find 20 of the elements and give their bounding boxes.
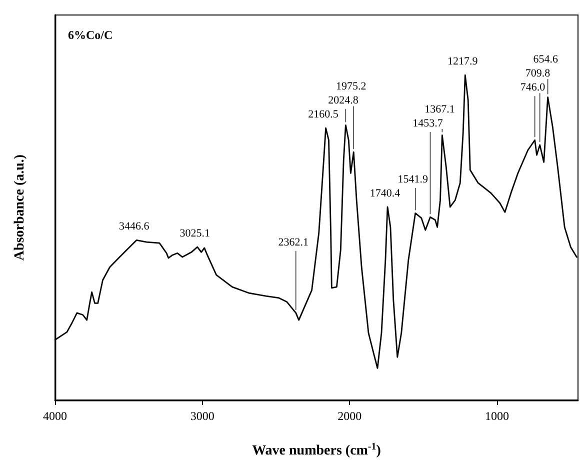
annotation: 709.8	[525, 68, 551, 80]
annotation: 1367.1	[424, 104, 455, 116]
annotation: 2160.5	[308, 108, 339, 121]
annotation: 2362.1	[278, 236, 309, 248]
annotation: 1541.9	[398, 174, 429, 186]
annotation: 1975.2	[336, 80, 366, 93]
annotation: 2024.8	[328, 94, 359, 107]
x-tick-label: 3000	[190, 409, 214, 423]
chart-title: 6%Co/C	[68, 28, 113, 42]
annotation: 1740.4	[370, 188, 401, 200]
annotation: 1217.9	[448, 56, 478, 68]
annotation: 746.0	[520, 82, 546, 94]
annotation: 3025.1	[180, 227, 210, 240]
annotation: 1453.7	[412, 118, 444, 130]
x-tick-label: 2000	[338, 409, 362, 423]
x-tick-label: 1000	[484, 409, 509, 423]
x-tick-label: 4000	[43, 409, 67, 423]
annotation: 654.6	[533, 54, 559, 66]
y-axis-title: Absorbance (a.u.)	[12, 154, 28, 261]
annotation: 3446.6	[119, 220, 150, 233]
